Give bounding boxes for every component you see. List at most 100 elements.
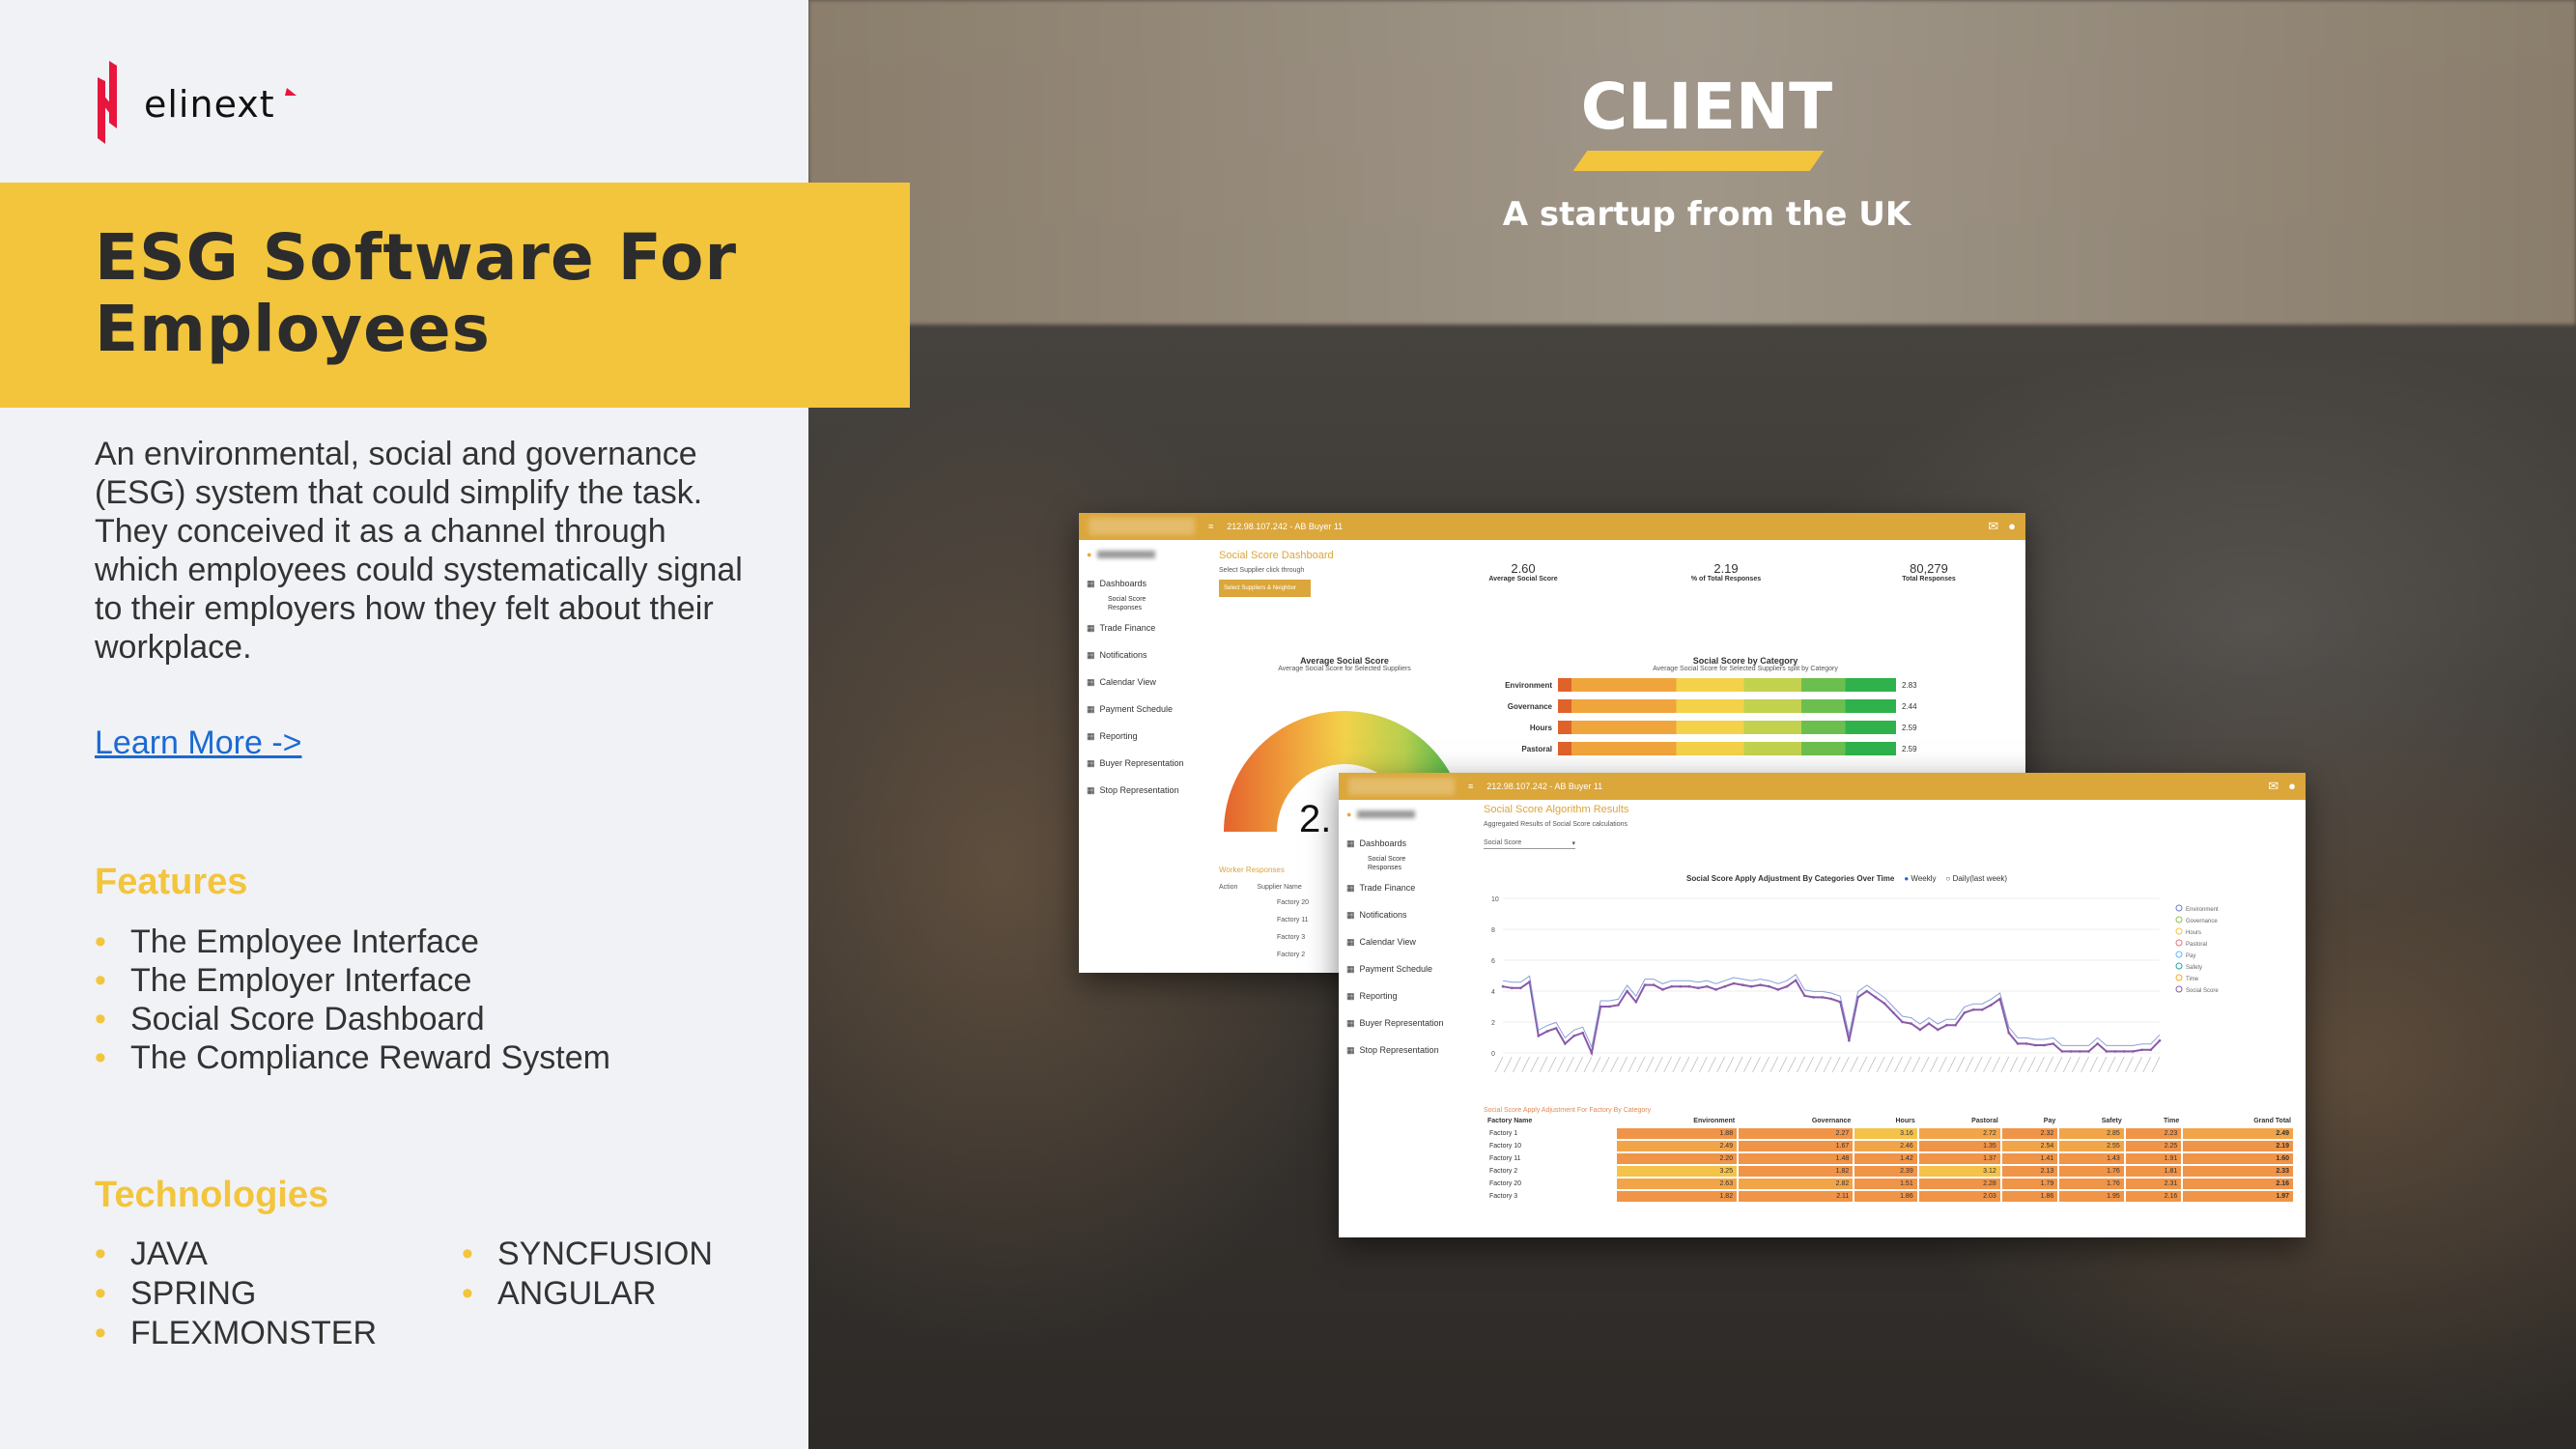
- title-banner: [0, 183, 910, 408]
- sidebar-item: ▦ Reporting: [1346, 991, 1398, 1001]
- data-point: [1741, 983, 1744, 986]
- x-tick-label: [1734, 1056, 1743, 1073]
- y-tick-label: 2: [1491, 1020, 1495, 1027]
- x-tick-label: [1619, 1056, 1628, 1073]
- data-point: [1963, 1011, 1967, 1014]
- data-point: [1785, 984, 1789, 988]
- page-title: ESG Software For Employees: [95, 220, 738, 366]
- data-point: [1590, 1051, 1594, 1055]
- x-tick-label: [1876, 1056, 1885, 1073]
- sidebar-item: ▦ Stop Representation: [1087, 785, 1179, 795]
- x-tick-label: [1867, 1056, 1877, 1073]
- technologies-list-2: SYNCFUSION ANGULAR: [462, 1235, 713, 1314]
- data-point: [1882, 1002, 1886, 1006]
- feature-item: The Employee Interface: [95, 923, 610, 961]
- select-label: Select Supplier click through: [1219, 567, 1305, 574]
- dashboard-title: Social Score Dashboard: [1219, 550, 1334, 561]
- sidebar-item: ▦ Calendar View: [1087, 677, 1156, 687]
- data-point: [1927, 1022, 1931, 1025]
- legend-marker: [2175, 904, 2183, 912]
- sidebar-item: ▦ Dashboards: [1087, 579, 1147, 588]
- sidebar-item: ▦ Buyer Representation: [1346, 1018, 1444, 1028]
- x-tick-label: [2098, 1056, 2108, 1073]
- data-point: [2024, 1042, 2028, 1045]
- legend-entry: Safety: [2186, 965, 2202, 971]
- x-tick-label: [2053, 1056, 2063, 1073]
- x-tick-label: [1929, 1056, 1939, 1073]
- x-tick-label: [1911, 1056, 1921, 1073]
- data-point: [1732, 981, 1736, 985]
- data-point: [2113, 1050, 2117, 1053]
- sidebar-item: ▦ Buyer Representation: [1087, 758, 1184, 768]
- menu-icon: ≡: [1208, 522, 1214, 531]
- data-point: [2096, 1042, 2099, 1045]
- legend-marker: [2175, 927, 2183, 935]
- x-tick-label: [2115, 1056, 2125, 1073]
- data-point: [1768, 984, 1770, 988]
- data-point: [1687, 984, 1691, 988]
- x-tick-label: [1689, 1056, 1699, 1073]
- sidebar-item: ▦ Payment Schedule: [1087, 704, 1174, 714]
- category-row: Governance 2.44: [1485, 699, 2006, 713]
- sidebar-item: ▦ Calendar View: [1346, 937, 1416, 947]
- x-tick-label: [1628, 1056, 1637, 1073]
- data-point: [1670, 984, 1673, 988]
- app-sidebar: ● ▦ Dashboards Social Score Responses ▦ …: [1079, 540, 1209, 973]
- radio-weekly[interactable]: ● Weekly: [1904, 874, 1937, 883]
- x-tick-label: [2018, 1056, 2027, 1073]
- score-dropdown[interactable]: Social Score ▾: [1484, 839, 1575, 849]
- kpi-card: 80,279 Total Responses: [1902, 561, 1956, 582]
- data-point: [1892, 1011, 1895, 1014]
- y-tick-label: 4: [1491, 989, 1495, 996]
- select-suppliers-button: Select Suppliers & Neighbor: [1219, 580, 1311, 597]
- data-point: [2122, 1050, 2126, 1053]
- x-tick-label: [1903, 1056, 1912, 1073]
- data-point: [1865, 989, 1869, 993]
- x-tick-label: [1805, 1056, 1814, 1073]
- data-point: [2105, 1050, 2109, 1053]
- features-heading: Features: [95, 862, 248, 902]
- results-title: Social Score Algorithm Results: [1484, 804, 1629, 815]
- technologies-list-1: JAVA SPRING FLEXMONSTER: [95, 1235, 377, 1353]
- x-tick-label: [1530, 1056, 1540, 1073]
- legend-entry: Pastoral: [2186, 942, 2207, 948]
- app-logo: [1348, 778, 1455, 795]
- table-header: Factory Name Environment Governance Hours Pa…: [1487, 1118, 2291, 1124]
- category-title: Social Score by Category: [1692, 656, 1798, 666]
- table-title: Social Score Apply Adjustment For Factor…: [1484, 1107, 1652, 1114]
- app-topbar: ≡ 212.98.107.242 - AB Buyer 11 ✉ ●: [1079, 513, 2025, 540]
- data-point: [1501, 984, 1505, 988]
- x-tick-label: [1769, 1056, 1779, 1073]
- x-tick-label: [1698, 1056, 1708, 1073]
- x-tick-label: [1841, 1056, 1850, 1073]
- y-tick-label: 8: [1491, 927, 1495, 934]
- data-point: [1572, 1035, 1575, 1037]
- x-tick-label: [1583, 1056, 1593, 1073]
- x-tick-label: [1939, 1056, 1947, 1073]
- x-tick-label: [1600, 1056, 1610, 1073]
- technology-item: ANGULAR: [462, 1274, 713, 1314]
- data-point: [2140, 1048, 2143, 1052]
- data-point: [2158, 1038, 2162, 1042]
- learn-more-link[interactable]: Learn More ->: [95, 724, 302, 761]
- x-tick-label: [1920, 1056, 1930, 1073]
- x-tick-label: [2142, 1056, 2152, 1073]
- radio-daily[interactable]: ○ Daily(last week): [1945, 874, 2008, 883]
- x-tick-label: [2062, 1056, 2072, 1073]
- data-point: [1856, 996, 1859, 999]
- sidebar-item: ▦ Payment Schedule: [1346, 964, 1433, 974]
- x-tick-label: [1894, 1056, 1903, 1073]
- x-tick-label: [1858, 1056, 1868, 1073]
- legend-marker: [2175, 985, 2183, 993]
- worker-row: Factory 2: [1277, 952, 1306, 958]
- technology-item: JAVA: [95, 1235, 377, 1274]
- data-point: [1723, 984, 1727, 988]
- mail-icon: ✉: [2268, 779, 2279, 793]
- topbar-info: 212.98.107.242 - AB Buyer 11: [1486, 781, 1603, 791]
- y-tick-label: 6: [1491, 958, 1495, 965]
- worker-row: Factory 11: [1277, 917, 1309, 923]
- user-icon: ●: [1346, 810, 1352, 819]
- elinext-logo: elinext: [98, 61, 297, 144]
- x-tick-label: [1556, 1056, 1566, 1073]
- x-tick-label: [1708, 1056, 1716, 1073]
